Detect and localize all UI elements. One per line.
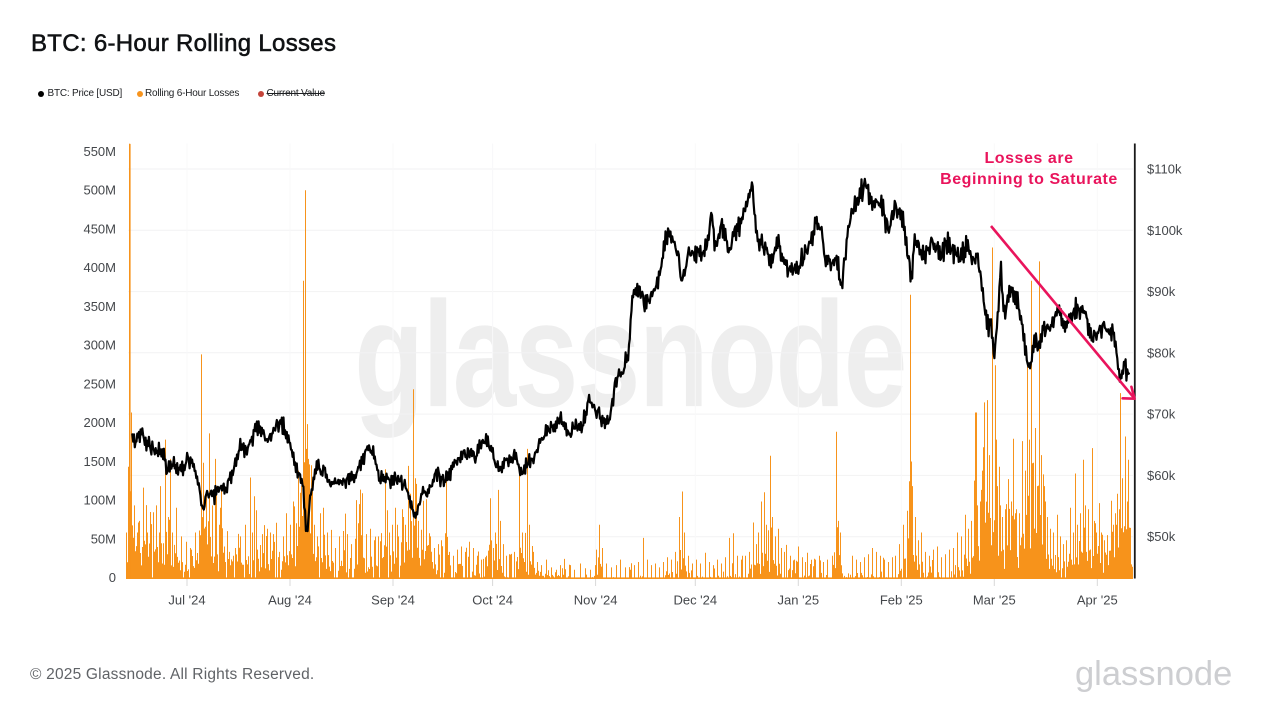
svg-text:$90k: $90k: [1147, 284, 1176, 299]
svg-text:500M: 500M: [83, 183, 116, 198]
svg-text:$110k: $110k: [1147, 162, 1182, 177]
svg-text:Dec '24: Dec '24: [673, 593, 717, 608]
svg-text:200M: 200M: [83, 415, 116, 430]
svg-text:Aug '24: Aug '24: [268, 593, 312, 608]
svg-text:450M: 450M: [83, 222, 116, 237]
svg-text:350M: 350M: [83, 299, 116, 314]
svg-text:Nov '24: Nov '24: [574, 593, 618, 608]
svg-text:$80k: $80k: [1147, 345, 1176, 360]
svg-text:$50k: $50k: [1147, 529, 1176, 544]
svg-text:50M: 50M: [91, 531, 116, 546]
svg-text:100M: 100M: [83, 493, 116, 508]
svg-text:300M: 300M: [83, 338, 116, 353]
svg-text:$100k: $100k: [1147, 223, 1183, 238]
svg-text:0: 0: [109, 570, 116, 585]
svg-text:$70k: $70k: [1147, 407, 1176, 422]
svg-text:Jan '25: Jan '25: [778, 593, 820, 608]
svg-text:Apr '25: Apr '25: [1077, 593, 1118, 608]
svg-text:Feb '25: Feb '25: [880, 593, 923, 608]
svg-text:Jul '24: Jul '24: [168, 593, 205, 608]
svg-text:Sep '24: Sep '24: [371, 593, 415, 608]
svg-text:250M: 250M: [83, 376, 116, 391]
svg-text:$60k: $60k: [1147, 468, 1176, 483]
svg-text:Mar '25: Mar '25: [973, 593, 1016, 608]
svg-text:550M: 550M: [83, 144, 116, 159]
svg-text:Oct '24: Oct '24: [472, 593, 513, 608]
svg-text:150M: 150M: [83, 454, 116, 469]
svg-text:400M: 400M: [83, 260, 116, 275]
